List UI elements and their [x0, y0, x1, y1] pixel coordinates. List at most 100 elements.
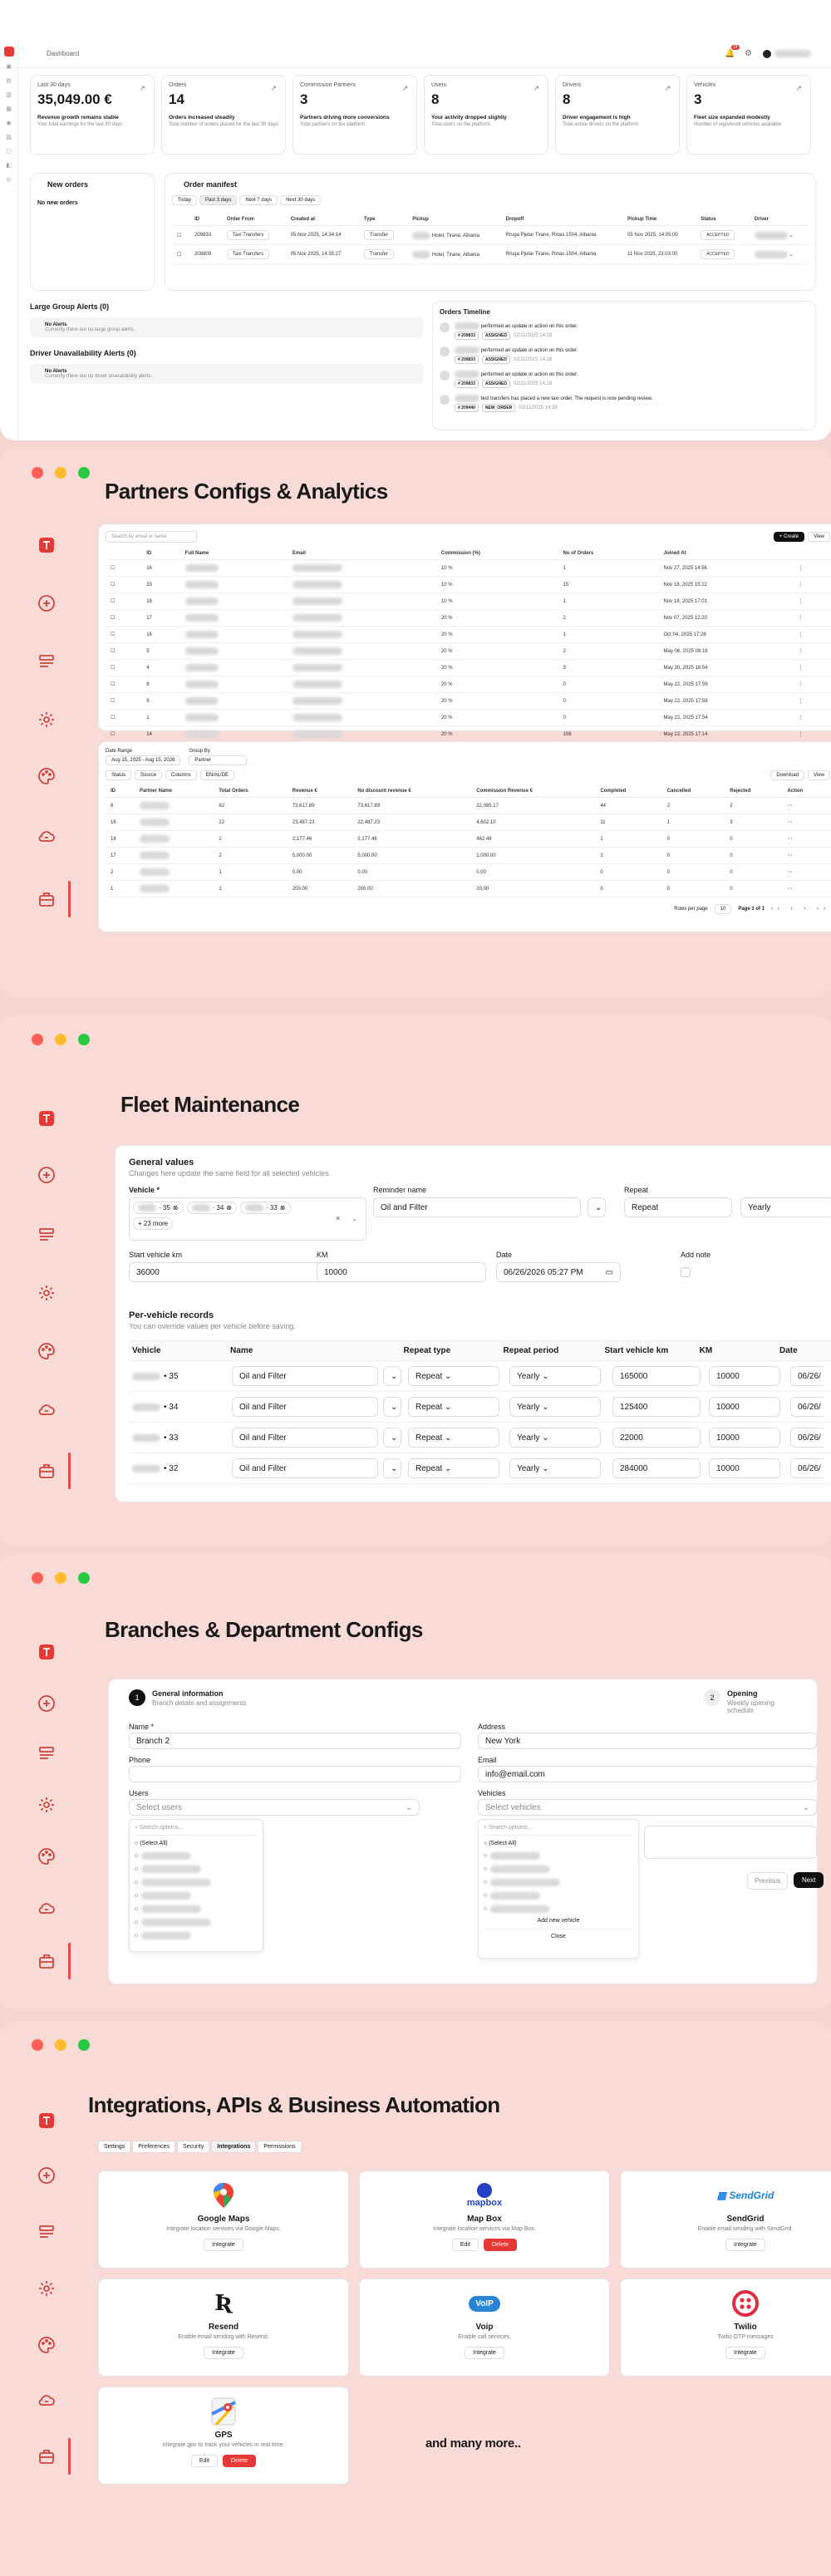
driver-select[interactable]: ⌄ — [749, 225, 809, 245]
minimize-dot[interactable] — [55, 1572, 66, 1584]
edit-button[interactable]: Edit — [451, 2239, 479, 2251]
logo-icon[interactable] — [35, 1640, 58, 1664]
filter-chip[interactable]: EN/AL/DE — [199, 770, 235, 780]
repeat-period-select[interactable]: Yearly ⌄ — [509, 1428, 612, 1448]
row-menu-icon[interactable]: ⋮ — [793, 642, 830, 660]
order-tag[interactable]: # 209833 — [455, 356, 479, 364]
filter-chip[interactable]: Status — [106, 770, 132, 780]
logo-icon[interactable] — [4, 47, 14, 57]
row-checkbox[interactable]: ☐ — [106, 609, 142, 627]
startkm-input[interactable]: 165000 — [612, 1366, 701, 1386]
table-row[interactable]: 2 1 0.00 0.00 0.00 0 0 0 ⋯ — [106, 863, 830, 881]
gear-icon[interactable] — [35, 1793, 58, 1816]
home-icon[interactable]: ▣ — [6, 64, 12, 70]
palette-icon[interactable] — [35, 2333, 58, 2357]
vehicle-chip[interactable]: · 34 ⊗ — [186, 1202, 237, 1214]
table-row[interactable]: ☐ 209809 Taxi Transfers 05 Nov 2025, 14:35:… — [172, 244, 809, 264]
repeat-period-value[interactable]: Yearly ⌄ — [509, 1428, 601, 1448]
reminder-input[interactable]: Oil and Filter — [373, 1197, 581, 1217]
users-search[interactable]: ⌕ Search options... — [135, 1825, 258, 1836]
list-icon[interactable] — [35, 1223, 58, 1246]
name-input[interactable]: Branch 2 — [129, 1733, 461, 1749]
row-menu-icon[interactable]: ⋮ — [793, 709, 830, 726]
users-icon[interactable]: ◉ — [6, 120, 12, 126]
table-row[interactable]: ☐ 4 20 % 3 May 30, 2025 18:54 ⋮ — [106, 659, 830, 676]
row-checkbox[interactable]: ☐ — [106, 576, 142, 593]
option-item[interactable]: ○ — [484, 1879, 633, 1886]
view-button[interactable]: View — [808, 770, 830, 780]
chevron-down-icon[interactable]: ⌄ — [352, 1215, 357, 1222]
tab-permissions[interactable]: Permissions — [258, 2141, 302, 2153]
previous-button[interactable]: Previous — [747, 1872, 789, 1890]
row-menu-icon[interactable]: ⋮ — [793, 576, 830, 593]
startkm-input[interactable]: 22000 — [612, 1428, 701, 1448]
repeat-type-value[interactable]: Repeat ⌄ — [408, 1397, 499, 1417]
date-range-picker[interactable]: Aug 15, 2025 - Aug 15, 2026 — [106, 755, 181, 765]
page-nav[interactable]: ‹‹ ‹ › ›› — [771, 907, 830, 912]
create-button[interactable]: + Create — [773, 532, 805, 542]
option-item[interactable]: ○ — [135, 1879, 258, 1886]
name-input[interactable]: Oil and Filter — [232, 1428, 378, 1448]
tab-security[interactable]: Security — [177, 2141, 210, 2153]
row-menu-icon[interactable]: ⋮ — [793, 609, 830, 627]
maximize-dot[interactable] — [78, 2039, 90, 2051]
integrations-icon[interactable] — [35, 887, 58, 911]
phone-input[interactable] — [129, 1766, 461, 1782]
maximize-dot[interactable] — [78, 467, 90, 479]
note-checkbox[interactable] — [681, 1267, 691, 1277]
calendar-icon[interactable]: ▭ — [605, 1267, 613, 1277]
add-vehicle-button[interactable]: Add new vehicle — [537, 1918, 580, 1924]
table-row[interactable]: ☐ 17 20 % 2 Nov 07, 2025 12:20 ⋮ — [106, 609, 830, 627]
list-icon[interactable] — [35, 650, 58, 673]
order-tag[interactable]: # 209833 — [455, 332, 479, 340]
users-select-all[interactable]: ○ (Select All) — [135, 1841, 168, 1846]
option-item[interactable]: ○ — [135, 1866, 258, 1873]
repeat-type-select[interactable]: Repeat ⌄ — [408, 1366, 509, 1386]
row-checkbox[interactable]: ☐ — [106, 692, 142, 710]
row-menu-icon[interactable]: ⋮ — [793, 725, 830, 743]
startkm-input[interactable]: 125400 — [612, 1397, 701, 1417]
orders-icon[interactable]: ▤ — [6, 78, 12, 84]
integrate-button[interactable]: Integrate — [465, 2347, 504, 2359]
repeat-type-select[interactable]: Repeat ⌄ — [408, 1458, 509, 1478]
remove-icon[interactable]: ⊗ — [226, 1204, 232, 1212]
rows-per-page-select[interactable]: 10 — [714, 904, 732, 914]
row-menu-icon[interactable]: ⋯ — [782, 797, 830, 814]
logo-icon[interactable] — [35, 2109, 58, 2132]
table-row[interactable]: ☐ 209833 Taxi Transfers 05 Nov 2025, 14:34:… — [172, 225, 809, 245]
repeat-type-select[interactable]: Repeat ⌄ — [408, 1397, 509, 1417]
integrate-button[interactable]: Integrate — [204, 2347, 243, 2359]
option-item[interactable]: ○ — [484, 1852, 633, 1860]
row-menu-icon[interactable]: ⋯ — [782, 830, 830, 848]
car-icon[interactable]: ▨ — [6, 135, 12, 140]
step-2-title[interactable]: Opening — [727, 1689, 758, 1698]
name-dropdown[interactable]: ⌄ — [383, 1428, 401, 1448]
more-chip[interactable]: + 23 more — [133, 1217, 174, 1230]
row-menu-icon[interactable]: ⋮ — [793, 559, 830, 577]
row-menu-icon[interactable]: ⋮ — [793, 676, 830, 693]
cloud-icon[interactable] — [35, 1896, 58, 1920]
breadcrumb[interactable]: Dashboard — [47, 50, 80, 57]
settings-icon[interactable]: ◎ — [6, 177, 12, 183]
row-menu-icon[interactable]: ⋯ — [782, 880, 830, 897]
row-menu-icon[interactable]: ⋯ — [782, 847, 830, 864]
palette-icon[interactable] — [35, 1340, 58, 1363]
integrate-button[interactable]: Integrate — [725, 2239, 765, 2251]
textarea[interactable] — [644, 1826, 817, 1859]
gear-icon[interactable]: ⚙ — [745, 49, 752, 58]
users-select[interactable]: Select users ⌄ — [129, 1799, 420, 1816]
integrations-icon[interactable] — [35, 2445, 58, 2468]
km-input[interactable]: 10000 — [317, 1262, 486, 1282]
chevron-down-icon[interactable]: ⌄ — [787, 233, 794, 238]
vehicles-select[interactable]: Select vehicles ⌄ — [478, 1799, 817, 1816]
search-input[interactable]: Search by email or name — [106, 531, 197, 543]
name-dropdown[interactable]: ⌄ — [383, 1366, 401, 1386]
gear-icon[interactable] — [35, 1281, 58, 1305]
table-row[interactable]: 18 2 2,177.46 2,177.46 462.46 1 0 0 ⋯ — [106, 830, 830, 848]
list-icon[interactable]: ▥ — [6, 92, 12, 98]
row-checkbox[interactable]: ☐ — [106, 626, 142, 643]
row-checkbox[interactable]: ☐ — [106, 642, 142, 660]
row-checkbox[interactable]: ☐ — [106, 676, 142, 693]
filter-tab[interactable]: Next 30 days — [280, 195, 322, 205]
tab-settings[interactable]: Settings — [98, 2141, 131, 2153]
